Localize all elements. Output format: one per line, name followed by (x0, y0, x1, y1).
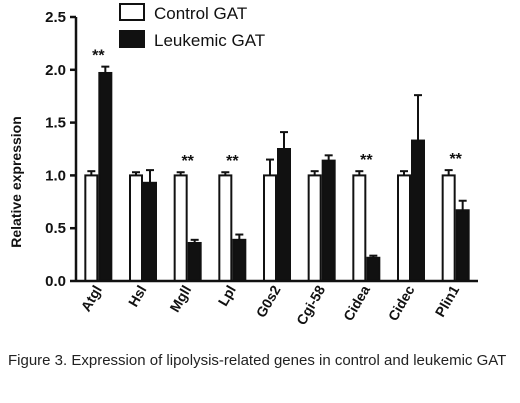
bar-leukemic (411, 139, 425, 282)
figure-caption: Figure 3. Expression of lipolysis-relate… (8, 352, 507, 369)
significance-label: ** (181, 153, 194, 170)
y-axis-title: Relative expression (8, 116, 24, 248)
x-axis: Atgl Hsl Mgll Lpl G0s2 Cgi-58 Cidea Cidec Plin1 (76, 279, 478, 328)
legend-swatch-leukemic (119, 30, 145, 48)
bar-control (397, 174, 411, 282)
bar-control (441, 174, 456, 282)
bar-leukemic (455, 209, 470, 282)
y-tick-label: 0.0 (45, 273, 66, 290)
x-tick-label: Atgl (77, 283, 104, 315)
bar-leukemic (187, 241, 202, 282)
y-tick-label: 1.5 (45, 115, 66, 132)
bar-control (173, 174, 188, 282)
x-tick-label: Hsl (125, 283, 150, 310)
bar-leukemic (143, 181, 157, 283)
bar-control (352, 174, 367, 282)
y-tick-label: 2.0 (45, 62, 66, 79)
bar-control (84, 174, 99, 282)
bar-leukemic (98, 71, 113, 282)
significance-label: ** (449, 151, 462, 168)
legend-label-control: Control GAT (154, 4, 247, 23)
bar-chart: 0.0 0.5 1.0 1.5 2.0 2.5 ** ** ** ** ** Atgl Hsl Mgl… (8, 3, 478, 328)
x-tick-label: G0s2 (253, 282, 284, 320)
x-tick-label: Cgi-58 (293, 282, 328, 327)
bar-control (218, 174, 233, 282)
y-tick-label: 1.0 (45, 167, 66, 184)
x-tick-label: Mgll (166, 283, 194, 315)
legend-swatch-control (119, 3, 145, 21)
bar-group: ** ** ** ** ** (84, 48, 470, 283)
y-tick-label: 0.5 (45, 220, 66, 237)
x-tick-label: Cidea (340, 282, 373, 323)
bar-control (307, 174, 322, 282)
significance-label: ** (360, 152, 373, 169)
x-tick-label: Plin1 (432, 282, 463, 319)
bar-control (263, 174, 277, 282)
bar-control (129, 174, 143, 282)
legend-label-leukemic: Leukemic GAT (154, 31, 265, 50)
significance-label: ** (92, 48, 105, 65)
y-axis: 0.0 0.5 1.0 1.5 2.0 2.5 (45, 9, 78, 290)
x-tick-label: Cidec (385, 282, 418, 323)
bar-leukemic (366, 256, 381, 283)
legend: Control GAT Leukemic GAT (119, 3, 265, 50)
bar-leukemic (321, 159, 336, 282)
x-tick-label: Lpl (215, 283, 239, 309)
significance-label: ** (226, 153, 239, 170)
y-tick-label: 2.5 (45, 9, 66, 26)
bar-leukemic (232, 238, 247, 282)
bar-leukemic (277, 148, 291, 282)
